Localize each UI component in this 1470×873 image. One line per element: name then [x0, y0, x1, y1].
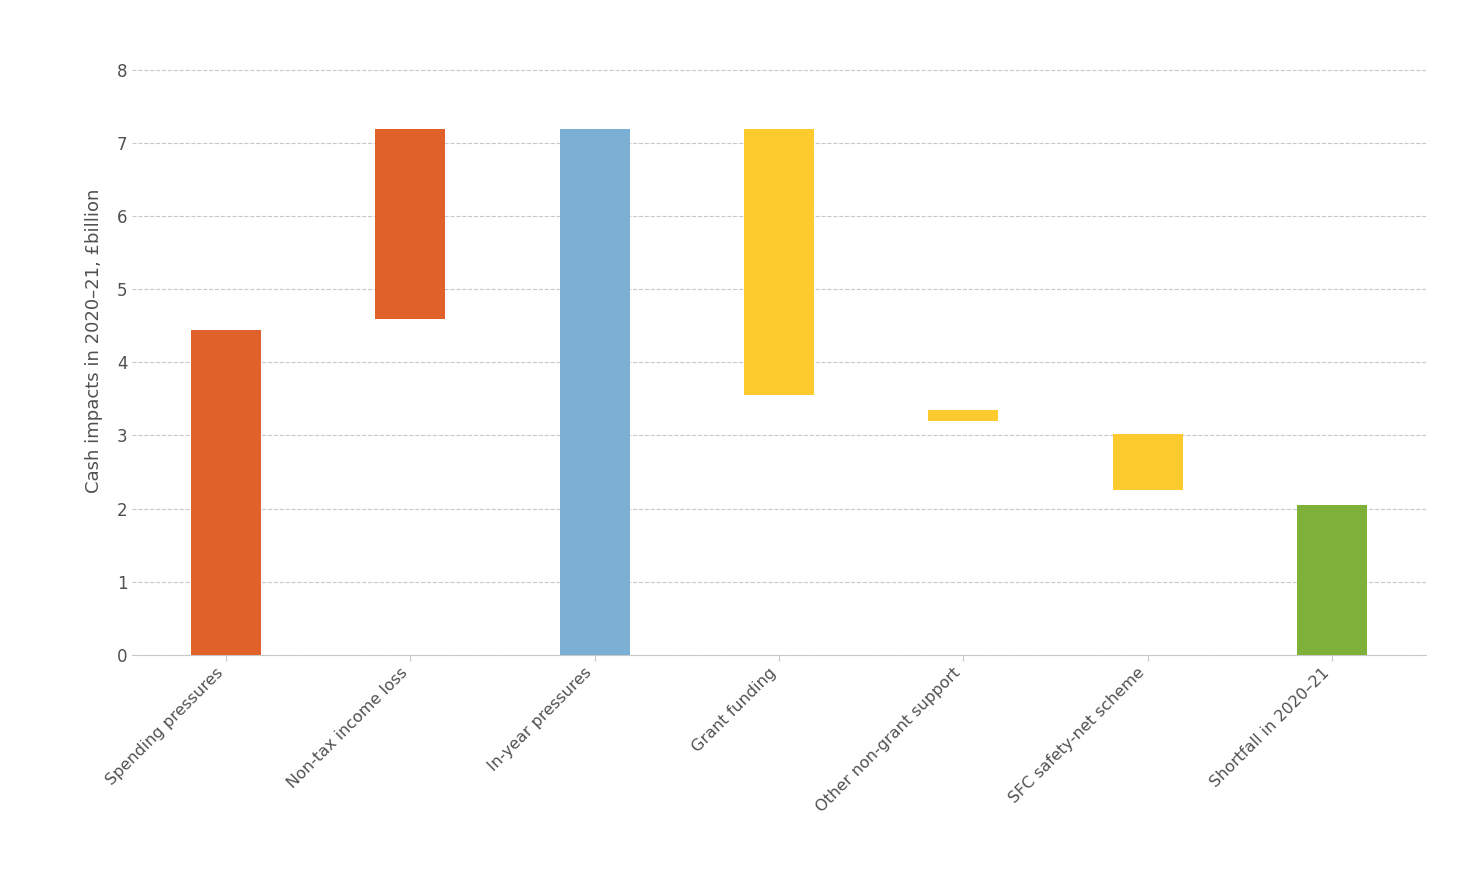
Bar	[1297, 505, 1367, 655]
Y-axis label: Cash impacts in 2020–21, £billion: Cash impacts in 2020–21, £billion	[85, 189, 103, 492]
Bar	[560, 128, 629, 655]
Bar	[744, 128, 814, 395]
Bar	[1113, 434, 1183, 491]
Bar	[191, 329, 262, 655]
Bar	[929, 410, 998, 421]
Bar	[375, 128, 445, 319]
